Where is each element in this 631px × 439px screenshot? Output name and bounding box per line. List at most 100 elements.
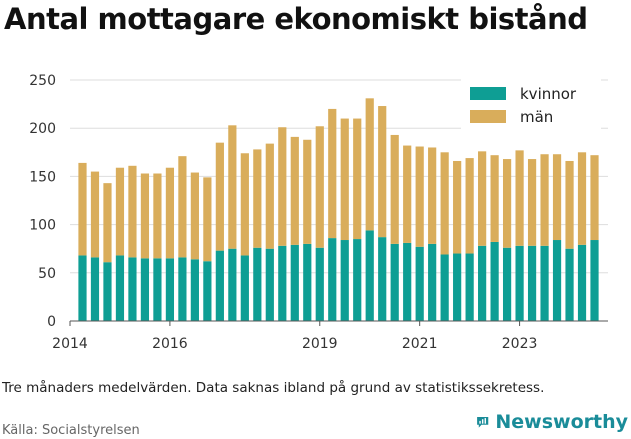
bar-kvinnor	[328, 238, 337, 321]
bar-kvinnor	[178, 257, 187, 321]
bar-kvinnor	[228, 248, 237, 321]
bar-man	[390, 134, 399, 244]
chart-bubble-icon	[477, 416, 489, 428]
bar-kvinnor	[240, 255, 249, 321]
bar-man	[253, 149, 262, 248]
bar-man	[378, 106, 387, 238]
bar-man	[190, 172, 199, 260]
chart-title: Antal mottagare ekonomiskt bistånd	[4, 2, 588, 36]
bar-kvinnor	[203, 261, 212, 321]
legend: kvinnor män	[461, 78, 601, 134]
bar-kvinnor	[90, 257, 100, 321]
bar-man	[577, 152, 587, 245]
bar-kvinnor	[540, 245, 549, 321]
bar-kvinnor	[153, 258, 162, 321]
bar-kvinnor	[415, 246, 424, 321]
bar-man	[278, 127, 287, 246]
y-tick-label: 100	[29, 218, 56, 234]
bar-kvinnor	[453, 253, 462, 321]
bar-kvinnor	[353, 239, 362, 321]
bar-man	[240, 153, 249, 256]
brand-name: Newsworthy	[495, 411, 628, 433]
bar-kvinnor	[365, 230, 374, 321]
bar-man	[590, 155, 599, 241]
bar-man	[415, 146, 424, 247]
bar-man	[453, 160, 462, 254]
bar-kvinnor	[478, 245, 487, 321]
axes: 0 50 100 150 200 250 2014 2016 2019 2021 2023	[29, 73, 608, 352]
chart-note: Tre månaders medelvärden. Data saknas ib…	[2, 380, 545, 396]
bar-kvinnor	[527, 245, 537, 321]
bar-man	[203, 177, 212, 262]
x-tick-label: 2021	[402, 336, 438, 352]
bar-kvinnor	[303, 243, 312, 321]
bar-kvinnor	[190, 259, 199, 321]
bar-man	[90, 171, 100, 258]
bar-kvinnor	[253, 247, 262, 321]
bar-man	[178, 156, 187, 258]
bar-man	[115, 167, 125, 256]
bar-kvinnor	[215, 250, 224, 321]
bar-kvinnor	[465, 253, 474, 321]
bar-kvinnor	[552, 240, 562, 321]
bar-man	[228, 125, 237, 249]
bar-kvinnor	[440, 254, 449, 321]
bar-man	[290, 136, 299, 245]
bar-man	[440, 152, 449, 255]
bar-kvinnor	[490, 241, 499, 321]
bar-kvinnor	[290, 244, 299, 321]
bar-man	[403, 145, 412, 243]
bar-kvinnor	[378, 237, 387, 321]
bar-man	[215, 142, 224, 251]
bar-man	[465, 158, 474, 254]
legend-label-kvinnor: kvinnor	[520, 85, 577, 103]
y-tick-label: 0	[47, 314, 56, 330]
bar-kvinnor	[78, 255, 87, 321]
y-tick-label: 150	[29, 169, 56, 185]
bar-kvinnor	[340, 240, 349, 321]
bar-man	[78, 162, 87, 256]
bar-man	[165, 167, 175, 259]
legend-swatch-man	[470, 110, 506, 123]
bar-man	[515, 150, 524, 246]
bar-man	[340, 118, 349, 241]
newsworthy-logo[interactable]: Newsworthy	[476, 407, 628, 437]
y-tick-label: 250	[29, 73, 56, 89]
bar-man	[265, 143, 274, 249]
bar-kvinnor	[278, 245, 287, 321]
bar-kvinnor	[428, 243, 437, 321]
bar-man	[527, 159, 537, 246]
bar-kvinnor	[103, 262, 112, 321]
bar-man	[128, 165, 137, 258]
bar-kvinnor	[590, 240, 599, 321]
source-credit: Källa: Socialstyrelsen	[2, 423, 140, 438]
bar-man	[428, 147, 437, 244]
bar-kvinnor	[315, 247, 324, 321]
bar-man	[540, 154, 549, 246]
bar-man	[103, 183, 112, 263]
bar-man	[153, 173, 162, 259]
bar-kvinnor	[128, 257, 137, 321]
x-tick-label: 2019	[302, 336, 338, 352]
bar-kvinnor	[265, 248, 274, 321]
bar-kvinnor	[565, 248, 574, 321]
bar-kvinnor	[115, 255, 125, 321]
bar-man	[315, 126, 324, 248]
legend-label-man: män	[520, 108, 553, 126]
bar-man	[565, 160, 574, 249]
bars	[78, 98, 599, 321]
bar-kvinnor	[577, 244, 587, 321]
bar-kvinnor	[165, 258, 175, 321]
x-tick-label: 2016	[152, 336, 188, 352]
bar-kvinnor	[390, 243, 399, 321]
bar-kvinnor	[140, 258, 150, 321]
x-tick-label: 2014	[52, 336, 88, 352]
bar-kvinnor	[502, 247, 512, 321]
bar-man	[328, 108, 337, 239]
y-tick-label: 50	[38, 266, 56, 282]
bar-kvinnor	[515, 245, 524, 321]
bar-man	[365, 98, 374, 231]
bar-man	[490, 155, 499, 242]
bar-man	[552, 154, 562, 241]
y-tick-label: 200	[29, 121, 56, 137]
